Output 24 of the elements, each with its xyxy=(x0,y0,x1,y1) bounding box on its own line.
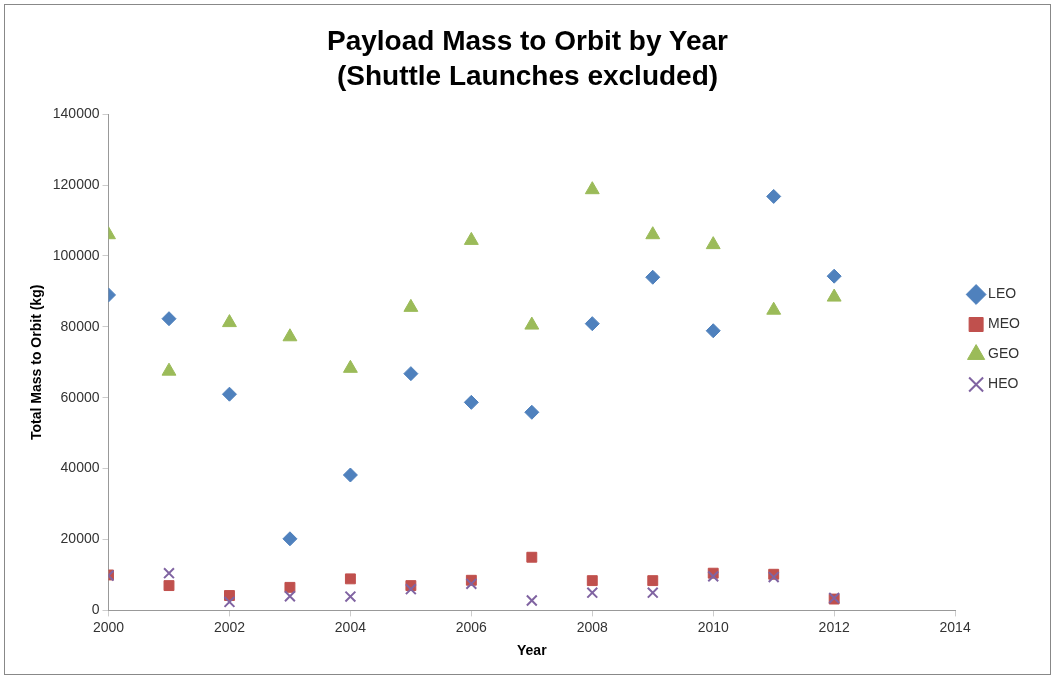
y-tick-label: 80000 xyxy=(60,317,100,334)
y-tick-label: 40000 xyxy=(60,459,100,476)
x-tick-label: 2014 xyxy=(939,618,971,635)
x-tick-label: 2002 xyxy=(213,618,246,635)
legend-label: HEO xyxy=(988,375,1019,392)
y-tick-label: 60000 xyxy=(60,388,100,405)
x-tick-label: 2012 xyxy=(818,618,850,635)
x-tick-label: 2004 xyxy=(334,618,367,635)
x-tick-label: 2000 xyxy=(92,618,125,635)
x-tick-label: 2008 xyxy=(576,618,609,635)
y-tick-label: 0 xyxy=(91,601,100,618)
y-tick-label: 20000 xyxy=(60,530,100,547)
legend-label: LEO xyxy=(988,285,1017,302)
x-tick-label: 2010 xyxy=(697,618,730,635)
chart-title: Payload Mass to Orbit by Year xyxy=(327,24,729,56)
chart-subtitle: (Shuttle Launches excluded) xyxy=(336,60,719,92)
legend-label: MEO xyxy=(988,315,1021,332)
x-axis-title: Year xyxy=(517,642,548,659)
legend-label: GEO xyxy=(988,345,1020,362)
x-tick-label: 2006 xyxy=(455,618,488,635)
y-tick-label: 140000 xyxy=(52,105,100,122)
y-axis-title: Total Mass to Orbit (kg) xyxy=(28,284,45,440)
y-tick-label: 120000 xyxy=(52,175,100,192)
y-tick-label: 100000 xyxy=(52,246,100,263)
